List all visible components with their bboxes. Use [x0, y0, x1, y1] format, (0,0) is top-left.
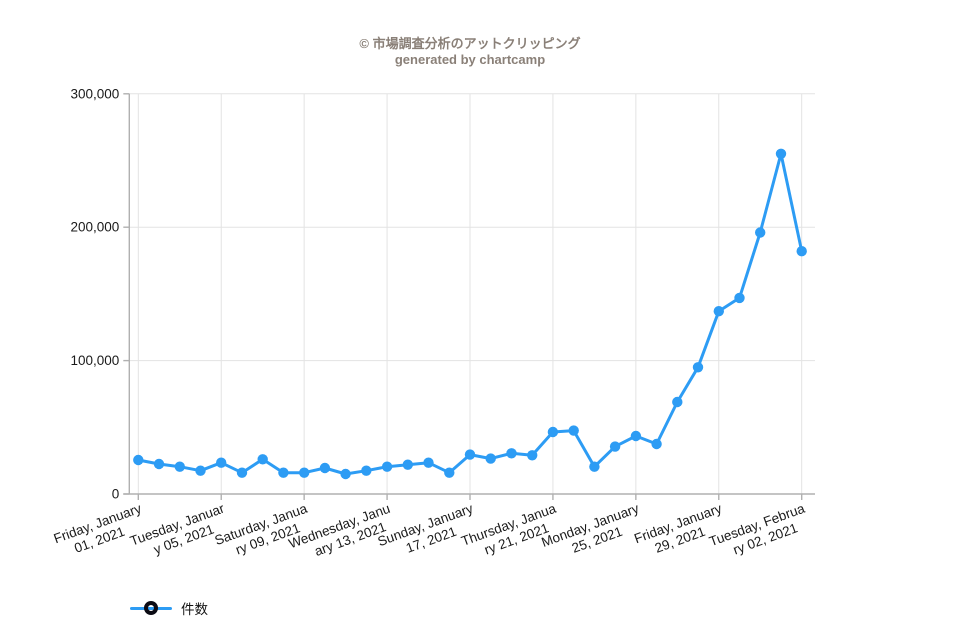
data-point — [568, 425, 579, 436]
data-point — [796, 246, 807, 257]
legend-series-label: 件数 — [181, 602, 208, 617]
data-point — [153, 458, 165, 470]
y-tick-label: 300,000 — [70, 86, 119, 101]
data-point — [133, 454, 144, 466]
y-tick-label: 100,000 — [70, 353, 119, 368]
data-point — [319, 462, 331, 474]
line-chart: 0 100,000 200,000 300,000 Friday, January01,… — [52, 86, 815, 565]
data-point — [423, 457, 434, 468]
y-tick-label: 0 — [112, 487, 120, 502]
data-point — [589, 461, 600, 472]
x-tick-label: Friday, January01, 2021 — [52, 501, 149, 562]
legend: 件数 — [130, 600, 208, 617]
data-point — [340, 468, 351, 480]
legend-line-marker — [130, 601, 172, 615]
data-point — [464, 449, 476, 460]
data-point — [775, 148, 787, 159]
data-point — [402, 459, 413, 470]
data-point — [630, 430, 642, 442]
data-point — [713, 306, 724, 317]
data-point — [216, 457, 227, 468]
data-point — [444, 467, 455, 478]
x-tick-label: Friday, January29, 2021 — [632, 501, 729, 562]
data-point — [485, 453, 496, 464]
x-tick-label: Tuesday, February 02, 2021 — [707, 501, 813, 565]
data-point — [755, 227, 766, 238]
data-point — [299, 467, 310, 478]
data-point — [692, 362, 704, 373]
legend-dot-icon — [144, 601, 158, 615]
data-point — [609, 441, 621, 452]
data-point — [361, 465, 372, 476]
data-point — [257, 454, 268, 465]
data-point — [195, 465, 206, 476]
data-point — [236, 467, 248, 478]
chart-title: © 市場調査分析のアットクリッピング — [359, 36, 581, 51]
data-point — [381, 461, 393, 472]
data-point — [506, 448, 517, 459]
data-point — [174, 461, 185, 472]
y-tick-label: 200,000 — [70, 220, 119, 235]
data-point — [278, 467, 289, 478]
chart-header: © 市場調査分析のアットクリッピング generated by chartcam… — [0, 36, 940, 68]
data-point — [527, 450, 538, 461]
data-point — [651, 438, 662, 450]
data-point — [547, 426, 559, 438]
chart-subtitle: generated by chartcamp — [394, 52, 546, 67]
data-point — [672, 396, 683, 408]
data-point — [734, 292, 745, 304]
